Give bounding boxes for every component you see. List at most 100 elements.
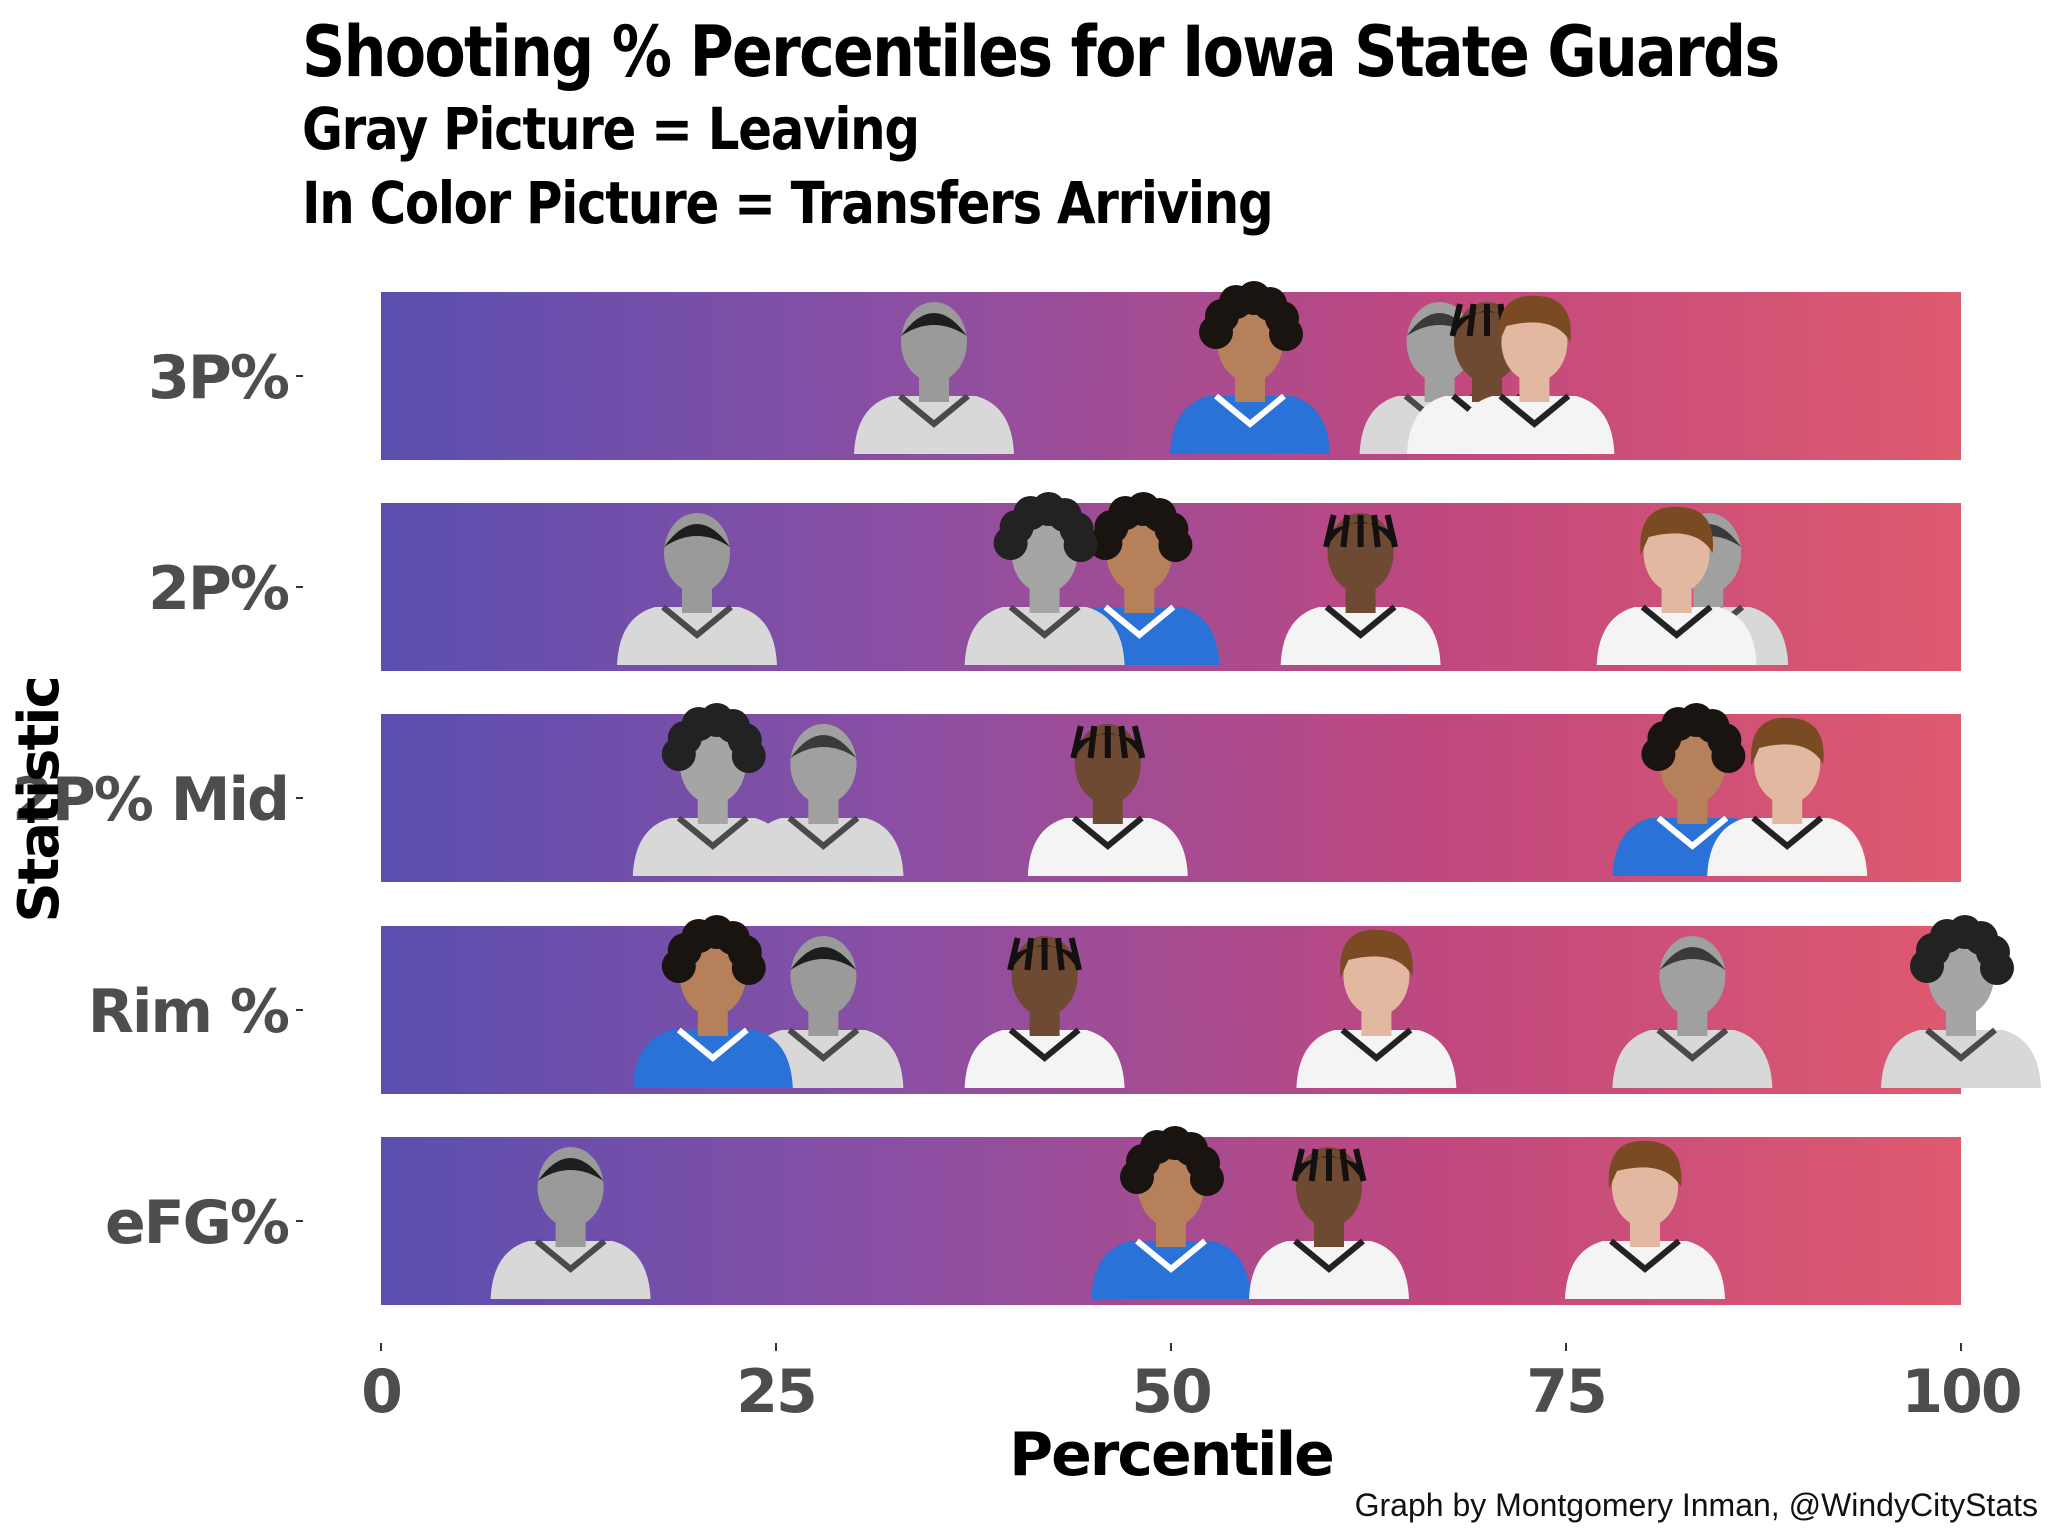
mark-s3-1-loc-3 [1371, 514, 1381, 548]
mark-s3-2-loc-0 [1070, 725, 1084, 759]
mark-s4-3-hair [1340, 929, 1413, 978]
mark-s1-3 [632, 915, 793, 1088]
mark-s3-0-loc-1 [1466, 303, 1477, 337]
mark-s1-1-hair-5 [1088, 526, 1123, 560]
mark-s5-2-jersey-trim [676, 815, 749, 850]
mark-s5-3 [1881, 915, 2041, 1088]
y-axis-title: Statistic [7, 677, 72, 922]
mark-s0-4 [490, 1147, 651, 1299]
mark-s0-3-jersey-trim [787, 1027, 860, 1062]
mark-s3-3 [964, 936, 1125, 1088]
y-tick-label-0: 3P% [148, 343, 289, 413]
mark-s4-2-hair [1750, 717, 1824, 766]
mark-s1-1-hair-6 [1158, 528, 1193, 562]
mark-s3-3-loc-3 [1055, 937, 1065, 971]
mark-s0-3 [743, 936, 904, 1088]
mark-s0-1-hair [664, 524, 730, 547]
mark-s3-4-loc-3 [1339, 1148, 1350, 1182]
mark-s1-0-hair-5 [1199, 315, 1233, 349]
mark-s4-2 [1707, 717, 1868, 876]
chart-title: Shooting % Percentiles for Iowa State Gu… [302, 11, 1780, 93]
y-tick-label-1: 2P% [148, 554, 289, 624]
mark-s4-0-hair [1498, 295, 1571, 344]
mark-s5-1-hair-5 [993, 526, 1028, 560]
mark-s3-3-loc-0 [1007, 937, 1021, 971]
mark-s0-4-hair [537, 1158, 604, 1181]
mark-s1-3-hair-6 [731, 951, 766, 985]
mark-s3-1-jersey-trim [1324, 604, 1397, 639]
mark-s3-1 [1280, 513, 1441, 665]
mark-s3-3-loc-1 [1024, 937, 1035, 971]
mark-s2-3-jersey-trim [1656, 1027, 1729, 1062]
mark-s3-0-loc-0 [1449, 303, 1463, 337]
mark-s3-4 [1249, 1147, 1409, 1299]
mark-s4-1 [1596, 506, 1757, 665]
mark-s5-1-jersey-trim [1008, 604, 1081, 639]
mark-s5-2-hair-6 [731, 739, 766, 773]
axes-layer: 3P% 2P% 2P% Mid Rim % eFG% 0 25 50 75 100 Percenti… [7, 343, 2023, 1490]
mark-s1-4-jersey-trim [1135, 1238, 1207, 1273]
mark-s1-3-jersey-trim [676, 1027, 749, 1062]
mark-s0-0 [854, 302, 1014, 454]
title-block: Shooting % Percentiles for Iowa State Gu… [302, 12, 2019, 240]
mark-s4-4-jersey-trim [1609, 1238, 1681, 1273]
mark-s3-4-loc-0 [1291, 1148, 1305, 1182]
mark-s4-4 [1565, 1140, 1725, 1299]
mark-s3-2-loc-3 [1118, 725, 1129, 759]
mark-s1-4-hair-6 [1190, 1162, 1224, 1196]
mark-s3-4-loc-4 [1353, 1148, 1367, 1182]
x-tick-label-4: 100 [1901, 1357, 2020, 1427]
caption: Graph by Montgomery Inman, @WindyCitySta… [1354, 1487, 2038, 1523]
mark-s3-4-jersey-trim [1293, 1238, 1365, 1273]
chart-subtitle-line-1: Gray Picture = Leaving [302, 95, 920, 163]
mark-s2-2 [743, 724, 904, 876]
y-tick-label-4: eFG% [105, 1188, 289, 1258]
x-axis-title: Percentile [1009, 1420, 1333, 1490]
mark-s3-4-loc-1 [1308, 1148, 1319, 1182]
mark-s1-2-hair-6 [1711, 739, 1746, 773]
mark-s2-3 [1612, 936, 1773, 1088]
mark-s1-4-hair-5 [1120, 1160, 1154, 1194]
x-tick-label-2: 50 [1131, 1357, 1211, 1427]
mark-s5-3-hair-6 [1980, 951, 2014, 985]
mark-s0-3-hair [790, 947, 857, 970]
mark-s4-1-jersey-trim [1640, 604, 1713, 639]
mark-s5-1-hair-6 [1063, 528, 1098, 562]
mark-s3-2-jersey-trim [1071, 815, 1144, 850]
mark-s3-3-jersey-trim [1008, 1027, 1081, 1062]
bar-0 [381, 292, 1961, 460]
mark-s4-4-hair [1608, 1140, 1682, 1189]
mark-s5-2 [632, 703, 793, 876]
mark-s5-1 [964, 492, 1125, 665]
mark-s3-3-loc-4 [1068, 937, 1083, 971]
marks-layer [490, 281, 2041, 1299]
y-tick-label-3: Rim % [88, 977, 289, 1047]
mark-s3-2-loc-1 [1087, 725, 1098, 759]
mark-s4-3-jersey-trim [1340, 1027, 1413, 1062]
mark-s4-3 [1296, 929, 1457, 1088]
chart-subtitle-line-2: In Color Picture = Transfers Arriving [302, 169, 1274, 237]
y-tick-label-2: 2P% Mid [12, 765, 288, 835]
mark-s4-1-hair [1640, 506, 1713, 555]
mark-s1-2-hair-5 [1641, 737, 1676, 771]
mark-s0-1 [617, 513, 777, 665]
mark-s1-3-hair-5 [661, 949, 696, 983]
x-tick-label-0: 0 [361, 1357, 401, 1427]
mark-s2-2-hair [790, 735, 857, 758]
mark-s3-1-loc-0 [1323, 514, 1337, 548]
mark-s0-0-hair [901, 313, 967, 336]
mark-s4-2-jersey-trim [1751, 815, 1824, 850]
mark-s5-2-hair-5 [661, 737, 696, 771]
mark-s1-4 [1091, 1126, 1251, 1299]
mark-s1-0-jersey-trim [1214, 393, 1286, 428]
mark-s3-1-loc-1 [1340, 514, 1351, 548]
mark-s5-3-jersey-trim [1925, 1027, 1997, 1062]
mark-s3-1-loc-4 [1384, 514, 1399, 548]
mark-s3-2 [1027, 724, 1188, 876]
mark-s5-3-hair-5 [1910, 949, 1944, 983]
mark-s3-2-loc-4 [1131, 725, 1146, 759]
mark-s2-2-jersey-trim [787, 815, 860, 850]
mark-s0-0-jersey-trim [898, 393, 970, 428]
x-tick-label-3: 75 [1526, 1357, 1606, 1427]
